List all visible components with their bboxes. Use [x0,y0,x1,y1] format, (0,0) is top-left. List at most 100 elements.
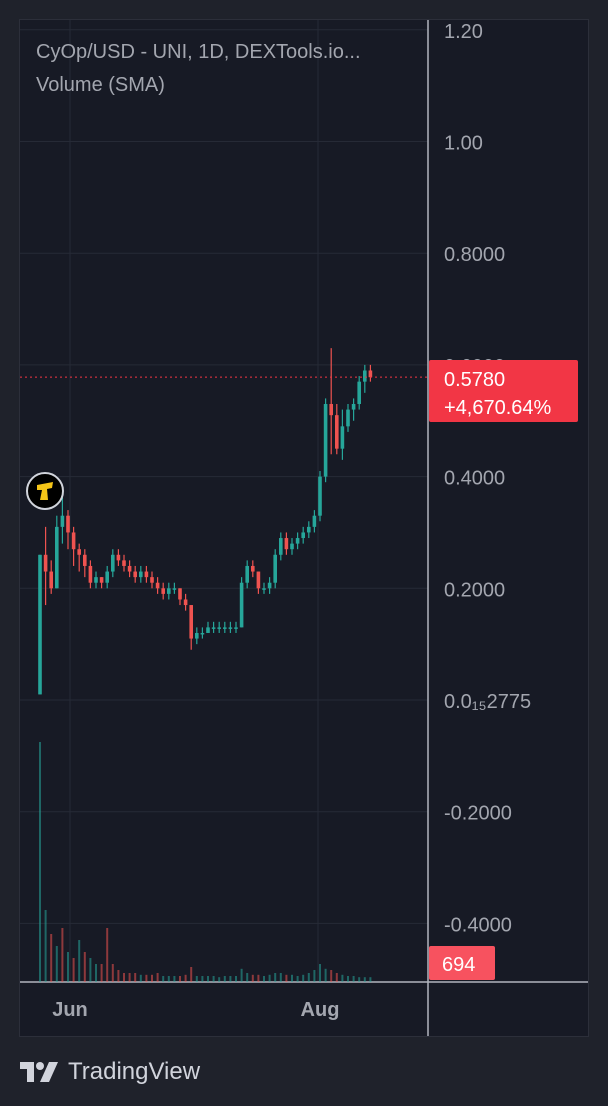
candle-body [139,571,143,578]
candle-body [133,571,137,578]
volume-bar [240,968,243,982]
volume-bar [111,964,114,982]
candle-body [172,588,177,590]
volume-bar [134,973,137,982]
candle-body [284,538,289,550]
volume-bar [341,974,344,982]
volume-bar [212,976,215,982]
volume-bar [319,964,321,982]
volume-bar [190,967,193,982]
volume-bar [369,977,372,982]
volume-bar [268,974,271,982]
volume-bar [67,952,69,982]
volume-bar [117,970,120,982]
x-tick-label: Aug [301,999,340,1021]
x-tick-label: Jun [52,999,88,1021]
tradingview-brand[interactable]: TradingView [20,1056,200,1088]
candle-body [318,476,322,516]
candle-body [167,588,171,594]
volume-bar [184,974,187,982]
volume-bar [218,977,221,982]
y-tick-label: 0.4000 [444,468,505,490]
y-tick-label: -0.4000 [444,914,512,936]
volume-bar [313,970,316,982]
candle-body [111,554,115,572]
volume-bar [251,974,254,982]
candle-body [273,554,277,583]
candle-body [256,571,261,589]
candle-body [340,426,345,449]
candle-body [234,627,238,629]
volume-bar [279,973,282,982]
volume-bar [95,964,97,982]
volume-bar [44,910,47,982]
candle-body [228,627,233,629]
volume-bar [363,977,366,982]
candle-body [116,554,121,561]
candle-body [99,577,104,583]
volume-bar [156,973,159,982]
candle-body [279,538,283,555]
volume-bar [246,973,249,982]
volume-bar [61,928,64,982]
volume-bar [291,974,293,982]
y-tick-label: 0.0₁₅2775 [444,691,531,713]
volume-bar [72,958,75,982]
candle-body [150,577,154,583]
volume-bar [263,976,265,982]
y-tick-label: 1.00 [444,133,483,155]
volume-bar [55,946,58,982]
volume-bar [50,934,53,982]
candle-body [122,560,126,566]
y-tick-label: -0.2000 [444,803,512,825]
volume-bar [335,973,338,982]
volume-label-box [429,946,495,980]
candle-body [66,515,70,533]
volume-legend[interactable]: Volume (SMA) [36,74,165,96]
volume-bar [151,974,153,982]
candle-body [155,582,160,589]
candle-body [245,565,249,583]
candle-body [77,549,81,555]
candle-body [301,532,305,539]
candle-body [363,370,367,382]
volume-bar [274,973,277,982]
candle-body [71,532,76,550]
volume-bar [324,968,327,982]
symbol-legend[interactable]: CyOp/USD - UNI, 1D, DEXTools.io... [36,41,361,63]
volume-bar [302,974,305,982]
price-label-change: +4,670.64% [444,397,552,419]
y-tick-label: 1.20 [444,21,483,43]
volume-bar [201,976,204,982]
volume-bar [173,976,176,982]
candle-body [262,588,266,590]
candle-body [351,403,356,410]
candle-body [217,627,221,629]
candle-body [346,409,350,427]
volume-bar [257,974,260,982]
volume-bar [179,976,181,982]
y-tick-label: 0.2000 [444,579,505,601]
chart-panel[interactable]: 1.201.000.80000.60000.40000.20000.0₁₅277… [19,19,589,1037]
candle-body [223,627,227,629]
candle-body [189,605,193,639]
candle-body [88,565,93,583]
price-chart[interactable]: 1.201.000.80000.60000.40000.20000.0₁₅277… [20,20,588,1036]
candle-body [290,543,294,550]
candle-body [323,403,328,477]
candle-body [127,565,132,572]
volume-bar [229,976,232,982]
volume-bar [296,976,299,982]
candle-body [307,526,311,533]
volume-bar [83,952,86,982]
candle-body [60,515,65,527]
brand-name: TradingView [68,1058,201,1085]
volume-bar [128,973,131,982]
candle-body [105,571,109,583]
candle-body [329,403,333,416]
volume-bar [207,976,209,982]
candle-body [312,515,317,527]
candle-body [200,632,205,635]
candle-body [267,582,272,589]
candle-body [94,577,98,583]
